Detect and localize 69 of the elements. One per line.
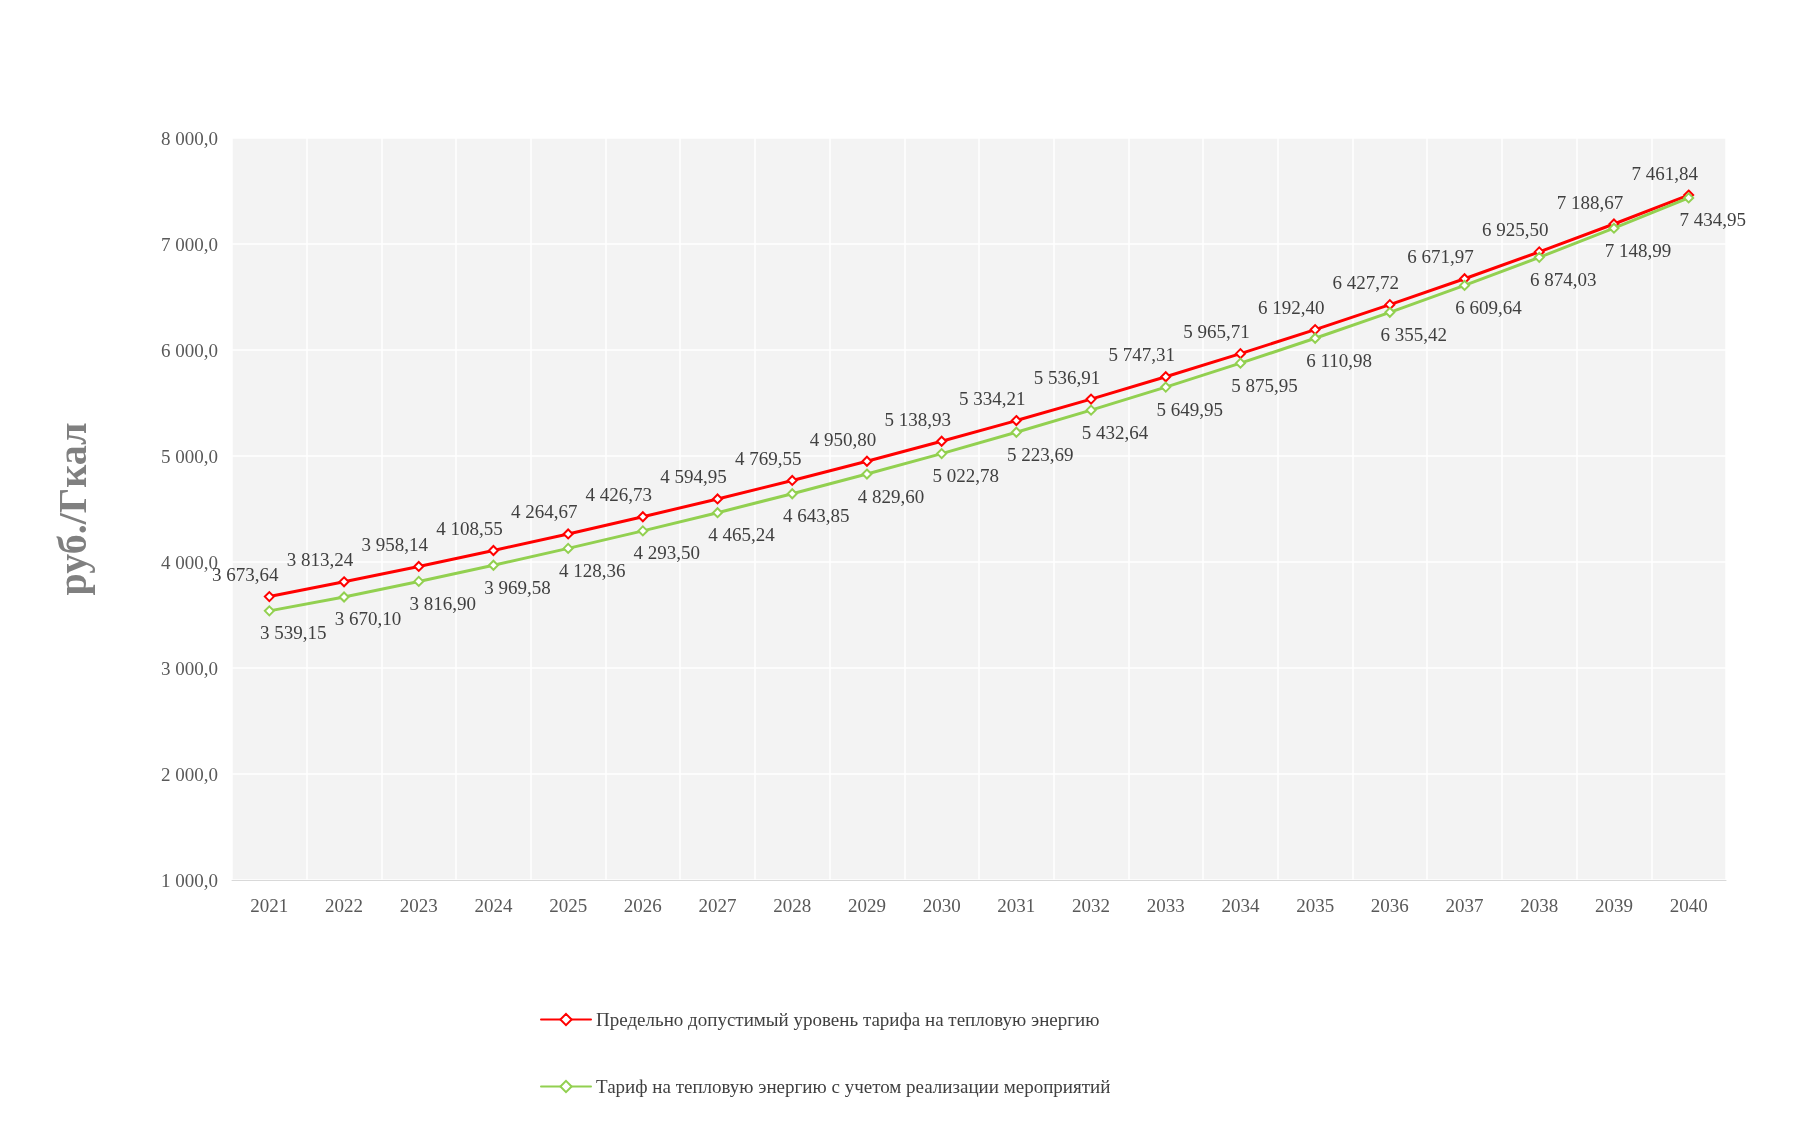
x-tick-label: 2037 — [1445, 895, 1484, 916]
x-tick-label: 2031 — [997, 895, 1036, 916]
data-label: 4 769,55 — [735, 447, 802, 469]
data-label: 4 128,36 — [558, 559, 626, 581]
y-tick-label: 5 000,0 — [161, 445, 218, 467]
data-label: 5 223,69 — [1007, 443, 1074, 465]
data-label: 5 334,21 — [959, 388, 1026, 410]
y-tick-label: 3 000,0 — [161, 657, 218, 679]
x-tick-label: 2039 — [1594, 895, 1633, 916]
data-label: 3 969,58 — [484, 576, 551, 598]
data-label: 4 426,73 — [585, 484, 653, 506]
data-label: 5 965,71 — [1183, 321, 1250, 343]
x-tick-label: 2029 — [847, 895, 886, 916]
y-tick-label: 7 000,0 — [161, 233, 218, 255]
data-label: 7 461,84 — [1631, 162, 1699, 184]
y-tick-label: 1 000,0 — [161, 869, 218, 891]
x-tick-label: 2030 — [922, 895, 961, 916]
data-label: 3 539,15 — [260, 622, 327, 644]
data-label: 3 670,10 — [334, 608, 402, 630]
legend-label: Тариф на тепловую энергию с учетом реализации мероприятий — [596, 1076, 1111, 1097]
data-label: 4 594,95 — [660, 466, 727, 488]
data-label: 6 925,50 — [1482, 219, 1549, 241]
data-label: 6 355,42 — [1380, 323, 1448, 345]
data-label: 5 432,64 — [1081, 421, 1149, 443]
y-axis-title: руб./Гкал — [49, 422, 95, 596]
x-tick-label: 2026 — [623, 895, 662, 916]
data-label: 6 110,98 — [1306, 349, 1373, 371]
data-label: 5 138,93 — [884, 408, 951, 430]
data-label: 6 427,72 — [1332, 272, 1400, 294]
data-label: 4 465,24 — [708, 524, 776, 546]
x-tick-label: 2036 — [1370, 895, 1409, 916]
data-label: 3 816,90 — [409, 592, 476, 614]
data-label: 4 643,85 — [783, 505, 850, 527]
x-tick-label: 2024 — [474, 895, 513, 916]
data-label: 4 950,80 — [809, 428, 877, 450]
x-tick-label: 2028 — [773, 895, 812, 916]
data-label: 5 022,78 — [932, 465, 999, 487]
y-tick-label: 2 000,0 — [161, 763, 218, 785]
data-label: 6 874,03 — [1530, 268, 1597, 290]
data-label: 4 264,67 — [510, 501, 578, 523]
x-tick-label: 2035 — [1296, 895, 1335, 916]
data-label: 5 747,31 — [1108, 344, 1175, 366]
data-label: 6 192,40 — [1257, 297, 1325, 319]
x-tick-label: 2032 — [1072, 895, 1111, 916]
y-tick-label: 6 000,0 — [161, 339, 218, 361]
x-tick-label: 2038 — [1520, 895, 1559, 916]
data-label: 7 188,67 — [1556, 191, 1624, 213]
x-tick-label: 2040 — [1669, 895, 1708, 916]
x-tick-label: 2023 — [399, 895, 438, 916]
x-tick-label: 2021 — [250, 895, 289, 916]
data-label: 5 649,95 — [1156, 398, 1223, 420]
x-tick-label: 2022 — [325, 895, 364, 916]
data-label: 4 829,60 — [857, 485, 925, 507]
data-label: 4 108,55 — [436, 517, 503, 539]
data-label: 5 875,95 — [1231, 374, 1298, 396]
y-tick-label: 8 000,0 — [161, 127, 218, 149]
data-label: 7 434,95 — [1679, 209, 1746, 231]
data-label: 3 813,24 — [286, 549, 354, 571]
data-label: 7 148,99 — [1604, 239, 1672, 261]
x-tick-label: 2034 — [1221, 895, 1260, 916]
data-label: 5 536,91 — [1033, 366, 1101, 388]
data-label: 6 671,97 — [1407, 246, 1474, 268]
x-tick-label: 2033 — [1146, 895, 1185, 916]
data-label: 3 958,14 — [361, 533, 429, 555]
x-tick-label: 2027 — [698, 895, 737, 916]
x-tick-label: 2025 — [549, 895, 588, 916]
data-label: 6 609,64 — [1455, 296, 1523, 318]
legend-label: Предельно допустимый уровень тарифа на тепловую энергию — [596, 1009, 1100, 1030]
data-label: 4 293,50 — [633, 542, 701, 564]
